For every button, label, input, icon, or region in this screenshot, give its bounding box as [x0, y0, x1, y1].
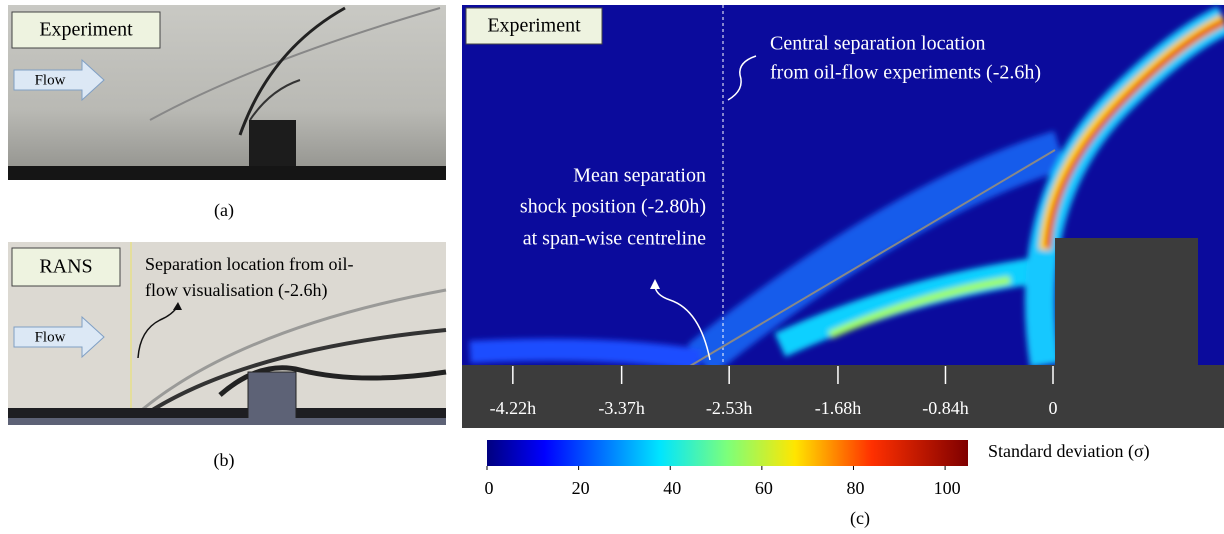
colorbar-tick-label: 20 [572, 478, 590, 498]
colorbar-tick-label: 60 [755, 478, 773, 498]
floor [8, 418, 446, 425]
label-text: Experiment [487, 15, 581, 37]
colorbar [487, 440, 968, 466]
caption: (b) [214, 450, 235, 471]
x-tick-label: -4.22h [490, 398, 537, 418]
caption: (a) [214, 200, 234, 221]
annotation: Central separation location [770, 33, 985, 55]
panel-c: Experiment Central separation location f… [462, 5, 1224, 529]
colorbar-tick-label: 0 [485, 478, 494, 498]
annotation: shock position (-2.80h) [520, 196, 706, 218]
annotation: flow visualisation (-2.6h) [145, 280, 327, 301]
caption: (c) [850, 508, 870, 529]
ground [462, 365, 1224, 428]
colorbar-tick-label: 80 [846, 478, 864, 498]
block [1055, 238, 1198, 368]
x-tick-label: 0 [1049, 398, 1058, 418]
x-tick-label: -1.68h [815, 398, 862, 418]
annotation: at span-wise centreline [523, 228, 706, 250]
label-text: RANS [39, 256, 92, 278]
flow-label: Flow [35, 72, 66, 88]
annotation: from oil-flow experiments (-2.6h) [770, 62, 1041, 84]
panel-a: Experiment Flow (a) [8, 5, 446, 221]
x-tick-label: -2.53h [706, 398, 753, 418]
block [248, 372, 296, 422]
block [249, 120, 296, 170]
panel-b: RANS Flow Separation location from oil- … [8, 242, 446, 471]
x-tick-label: -3.37h [598, 398, 645, 418]
label-text: Experiment [39, 19, 133, 41]
colorbar-tick-label: 100 [934, 478, 961, 498]
x-tick-label: -0.84h [922, 398, 969, 418]
colorbar-tick-label: 40 [663, 478, 681, 498]
figure: Experiment Flow (a) RANS Flow Separation… [0, 0, 1224, 534]
ground [8, 166, 446, 180]
flow-label: Flow [35, 329, 66, 345]
annotation: Mean separation [573, 165, 706, 187]
annotation: Separation location from oil- [145, 254, 353, 274]
colorbar-label: Standard deviation (σ) [988, 441, 1150, 462]
